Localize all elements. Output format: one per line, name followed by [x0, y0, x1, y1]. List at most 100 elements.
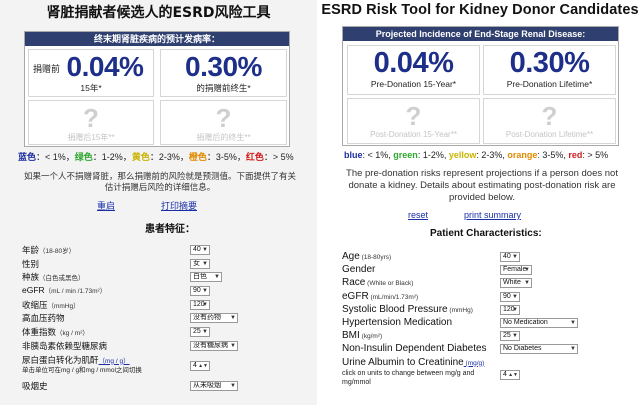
- form-row-egfr: eGFR（mL / min /1.73m²） 90 ▼: [0, 285, 317, 299]
- form-row-systolic-bp: 收缩压（mmHg） 120 ▼: [0, 299, 317, 313]
- form-row-age: Age (18-80yrs) 40 ▼: [320, 251, 640, 264]
- form-row-urine-albumin: 尿白蛋白转化为肌酐（mg / g） 单击单位可在mg / g和mg / mmol…: [0, 354, 317, 380]
- form-row-urine-albumin: Urine Albumin to Creatinine (mg/g) click…: [320, 357, 640, 386]
- post-donation-lifetime-cell: ? Post-Donation Lifetime**: [483, 98, 616, 144]
- systolic-bp-select[interactable]: 120 ▼: [500, 304, 520, 315]
- age-select[interactable]: 40 ▼: [190, 245, 210, 255]
- question-mark-icon: ?: [541, 101, 558, 131]
- results-header: Projected Incidence of End-Stage Renal D…: [343, 27, 618, 41]
- race-label: 种族: [22, 272, 40, 283]
- egfr-select[interactable]: 90 ▼: [190, 286, 210, 297]
- chinese-tool-panel: 肾脏捐献者候选人的ESRD风险工具 终末期肾脏疾病的预计发病率： 捐赠前 0.0…: [0, 0, 317, 405]
- pre-donation-lifetime-value: 0.30%: [509, 47, 590, 79]
- pre-donation-15-year-label: Pre-Donation 15-Year*: [370, 79, 457, 89]
- bmi-label: 体重指数: [22, 327, 57, 338]
- unit-toggle-hint: 单击单位可在mg / g和mg / mmol之间切换: [22, 366, 142, 374]
- legend-blue-range: ：< 1%，: [36, 152, 75, 162]
- urine-albumin-stepper[interactable]: 4 ▲▼: [500, 369, 520, 380]
- chevron-down-icon: ▼: [230, 315, 236, 322]
- diabetes-label: 非胰岛素依赖型糖尿病: [22, 340, 108, 351]
- action-links: reset print summary: [408, 205, 521, 223]
- question-mark-icon: ?: [215, 103, 232, 133]
- chevron-down-icon: ▼: [202, 301, 208, 308]
- smoking-history-value: 从未吸烟: [193, 381, 221, 389]
- pre-donation-lifetime-label: 的捐赠前终生*: [196, 83, 251, 93]
- age-select[interactable]: 40 ▼: [500, 252, 520, 262]
- hypertension-medication-value: No Medication: [503, 318, 548, 326]
- reset-link[interactable]: 重启: [97, 201, 116, 211]
- form-row-hypertension-medication: Hypertension Medication No Medication ▼: [320, 317, 640, 330]
- results-header: 终末期肾脏疾病的预计发病率：: [25, 32, 289, 46]
- legend-red-range: : > 5%: [582, 150, 609, 160]
- urine-albumin-unit-toggle[interactable]: (mg/g): [463, 359, 485, 367]
- egfr-unit: (mL/min/1.73m²): [368, 293, 419, 301]
- race-select[interactable]: White ▼: [500, 278, 532, 289]
- form-row-age: 年龄（18-80岁） 40 ▼: [0, 244, 317, 258]
- gender-select[interactable]: 女 ▼: [190, 258, 210, 269]
- form-row-bmi: BMI (kg/m²) 25 ▼: [320, 330, 640, 343]
- form-row-egfr: eGFR (mL/min/1.73m²) 90 ▼: [320, 291, 640, 304]
- stepper-arrows-icon: ▲▼: [198, 362, 208, 369]
- hypertension-medication-label: 高血压药物: [22, 313, 65, 324]
- action-links: 重启 打印摘要: [97, 196, 197, 214]
- post-donation-lifetime-label: Post-Donation Lifetime**: [505, 130, 594, 139]
- bmi-unit: (kg/m²): [359, 333, 383, 341]
- hypertension-medication-select[interactable]: 没有药物 ▼: [190, 313, 238, 324]
- egfr-label: eGFR: [22, 285, 45, 296]
- explanatory-note: 如果一个人不捐赠肾脏，那么捐赠前的风险就是预测值。下面提供了有关估计捐赠后风险的…: [23, 171, 296, 192]
- form-row-race: 种族（白色或黑色） 白色 ▼: [0, 271, 317, 285]
- diabetes-value: 没有糖尿病: [193, 341, 228, 349]
- legend-blue-range: : < 1%,: [362, 150, 394, 160]
- urine-albumin-label: 尿白蛋白转化为肌酐: [22, 354, 99, 365]
- question-mark-icon: ?: [83, 103, 99, 133]
- bmi-select[interactable]: 25 ▼: [190, 327, 210, 338]
- pre-donation-lifetime-value: 0.30%: [185, 51, 262, 82]
- print-summary-link[interactable]: 打印摘要: [161, 201, 198, 211]
- print-summary-link[interactable]: print summary: [464, 210, 522, 220]
- results-box: 终末期肾脏疾病的预计发病率： 捐赠前 0.04% 15年* 0.30% 的捐赠前…: [24, 31, 290, 147]
- bmi-value: 25: [193, 328, 201, 336]
- diabetes-select[interactable]: No Diabetes ▼: [500, 344, 578, 355]
- post-donation-lifetime-label: 捐赠后的终生**: [196, 133, 251, 142]
- systolic-bp-label: 收缩压: [22, 299, 48, 310]
- bmi-select[interactable]: 25 ▼: [500, 331, 520, 342]
- gender-select[interactable]: Female ▼: [500, 265, 532, 276]
- egfr-unit: （mL / min /1.73m²）: [44, 288, 107, 296]
- smoking-history-select[interactable]: 从未吸烟 ▼: [190, 380, 238, 391]
- systolic-bp-value: 120: [503, 305, 515, 313]
- urine-albumin-stepper[interactable]: 4 ▲▼: [190, 360, 210, 371]
- chevron-down-icon: ▼: [214, 274, 220, 281]
- gender-label: Gender: [342, 264, 376, 276]
- legend-green: 绿色: [74, 152, 93, 162]
- legend-green-range: : 1-2%,: [417, 150, 449, 160]
- patient-characteristics-form: 年龄（18-80岁） 40 ▼ 性别 女 ▼ 种族（白色或黑色） 白色 ▼ eGFR（…: [0, 244, 317, 393]
- age-value: 40: [193, 246, 201, 253]
- form-row-gender: 性别 女 ▼: [0, 258, 317, 272]
- chevron-down-icon: ▼: [524, 267, 530, 274]
- legend-orange-range: ：3-5%，: [206, 152, 246, 162]
- chevron-down-icon: ▼: [202, 260, 208, 267]
- reset-link[interactable]: reset: [408, 210, 429, 220]
- egfr-select[interactable]: 90 ▼: [500, 291, 520, 302]
- systolic-bp-unit: (mmHg): [447, 306, 473, 314]
- gender-value: 女: [193, 259, 200, 267]
- chevron-down-icon: ▼: [512, 306, 518, 313]
- pre-donation-lifetime-cell: 0.30% 的捐赠前终生*: [160, 49, 287, 97]
- race-select[interactable]: 白色 ▼: [190, 272, 222, 283]
- chevron-down-icon: ▼: [570, 319, 576, 326]
- chevron-down-icon: ▼: [512, 254, 518, 260]
- patient-characteristics-form: Age (18-80yrs) 40 ▼ Gender Female ▼ Race (…: [320, 251, 640, 386]
- patient-characteristics-title: 患者特征：: [145, 224, 195, 235]
- urine-albumin-unit-toggle[interactable]: （mg / g）: [98, 357, 130, 365]
- form-row-gender: Gender Female ▼: [320, 264, 640, 277]
- egfr-label: eGFR: [342, 290, 369, 302]
- chevron-down-icon: ▼: [570, 346, 576, 353]
- systolic-bp-select[interactable]: 120 ▼: [190, 299, 210, 310]
- egfr-value: 90: [503, 292, 511, 300]
- hypertension-medication-value: 没有药物: [193, 314, 221, 322]
- age-label: 年龄: [22, 245, 40, 255]
- hypertension-medication-select[interactable]: No Medication ▼: [500, 317, 578, 328]
- diabetes-select[interactable]: 没有糖尿病 ▼: [190, 340, 238, 351]
- pre-donation-15-year-label: 15年*: [80, 83, 102, 93]
- pre-donation-15-year-cell: 0.04% Pre-Donation 15-Year*: [347, 45, 480, 95]
